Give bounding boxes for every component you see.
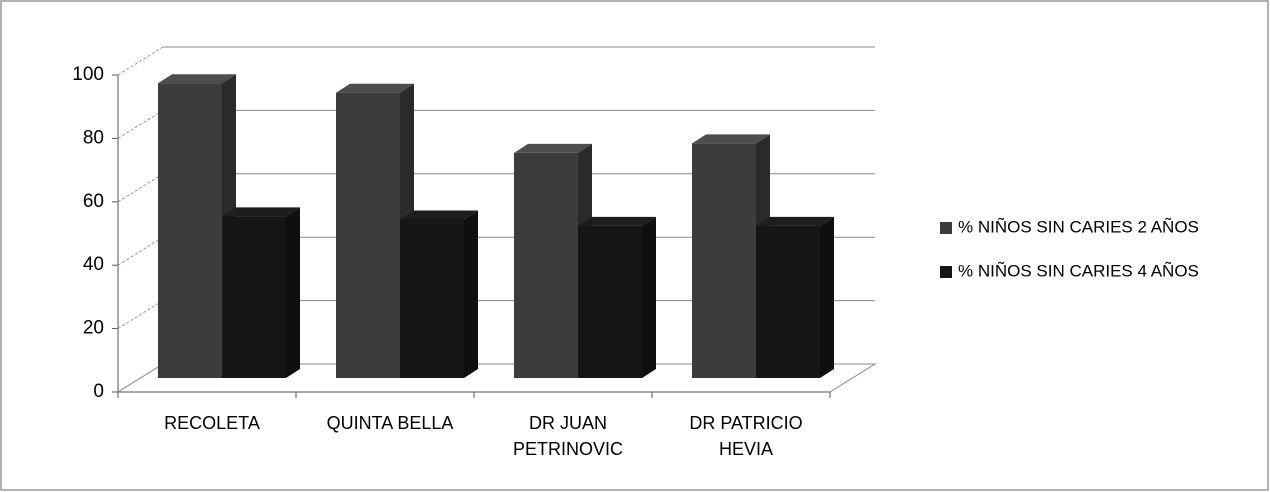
y-tick-label: 60 [83,191,104,212]
x-tick-label: DR JUAN PETRINOVIC [512,413,623,459]
grid-line [117,300,164,330]
grid-line [117,109,164,139]
bar [756,225,820,378]
bar [158,83,222,378]
legend-swatch [940,222,952,234]
grid-line [117,363,164,393]
legend-swatch [940,266,952,278]
bar-top [692,134,770,144]
bar-top [578,216,656,226]
bar [514,152,578,378]
bar-top [400,210,478,220]
bar-top [756,216,834,226]
bar [400,219,464,378]
bar [692,143,756,378]
grid-line [117,46,164,76]
bar-top [336,83,414,93]
bar [578,225,642,378]
grid-line [117,173,164,203]
bar [222,216,286,378]
y-tick-label: 0 [93,381,104,402]
bar [336,92,400,378]
grid-line [117,236,164,266]
y-tick-label: 20 [83,318,104,339]
bar-side [642,216,656,378]
bar-side [820,216,834,378]
bar-side [464,210,478,378]
x-tick-label: DR PATRICIO HEVIA [689,413,803,459]
legend-label: % NIÑOS SIN CARIES 2 AÑOS [958,217,1199,236]
bar-top [222,207,300,217]
bar-top [514,143,592,153]
y-tick-label: 80 [83,127,104,148]
x-tick-label: QUINTA BELLA [326,413,454,433]
bar-top [158,74,236,84]
y-tick-label: 100 [72,64,104,85]
bar-side [286,207,300,378]
y-tick-label: 40 [83,254,104,275]
legend-label: % NIÑOS SIN CARIES 4 AÑOS [958,261,1199,280]
x-tick-label: RECOLETA [164,413,260,433]
